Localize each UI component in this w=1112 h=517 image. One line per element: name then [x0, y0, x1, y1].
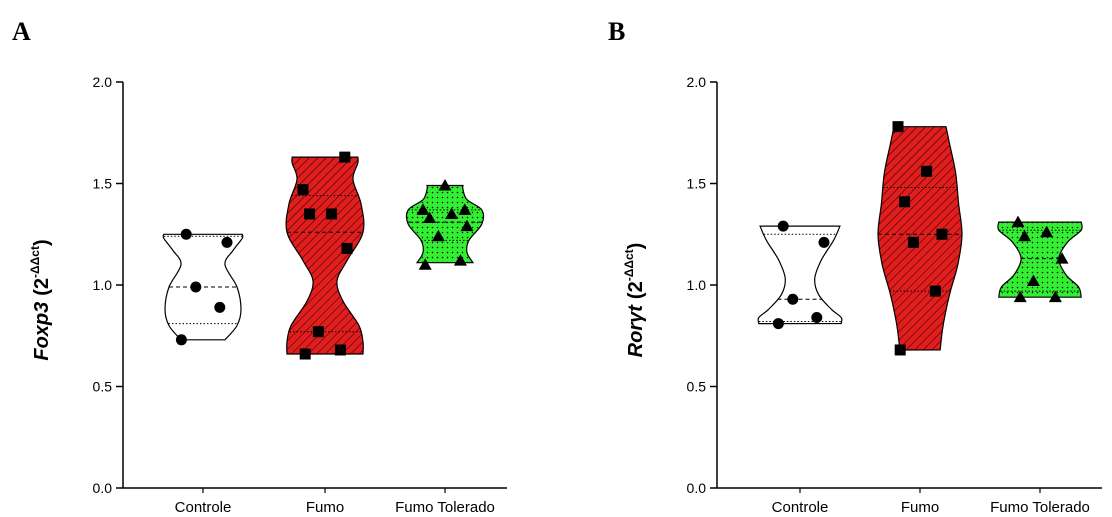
y-tick-label: 2.0: [687, 74, 707, 90]
data-point-triangle: [431, 229, 445, 242]
data-point-triangle: [1026, 274, 1040, 286]
y-tick-label: 1.5: [93, 176, 113, 192]
violin-dot-fill: [997, 222, 1083, 298]
data-point-triangle: [453, 254, 467, 266]
data-point-square: [936, 228, 948, 240]
y-tick-label: 0.5: [93, 379, 113, 395]
data-point-triangle: [423, 211, 437, 224]
data-point-square: [339, 151, 351, 163]
violin-hatch-fill: [877, 126, 963, 350]
data-point-triangle: [1013, 290, 1027, 303]
y-tick-label: 0.0: [687, 480, 707, 496]
data-point-square: [921, 165, 933, 177]
violin-outline-2: [285, 156, 365, 355]
data-point-square: [899, 196, 911, 208]
data-point-square: [299, 348, 311, 360]
data-point-triangle: [445, 207, 459, 219]
y-axis-label-gene: Rorγt: [625, 304, 647, 358]
panel-label-a: A: [12, 17, 31, 46]
y-axis-label-close: ): [31, 239, 53, 246]
violin-body-1: [758, 226, 842, 324]
y-tick-label: 2.0: [93, 74, 113, 90]
data-point-circle: [818, 236, 830, 248]
data-point-square: [304, 208, 316, 220]
data-point-circle: [777, 220, 789, 232]
data-point-square: [341, 242, 353, 254]
data-point-triangle: [1048, 290, 1062, 303]
data-point-square: [892, 121, 904, 133]
violin-outline-3: [997, 221, 1083, 298]
violin-outline-1: [162, 233, 244, 341]
y-axis-label: Rorγt (2-ΔΔct): [622, 243, 647, 358]
violin-dot-fill: [406, 185, 484, 263]
data-point-triangle: [458, 203, 472, 215]
y-tick-label: 1.0: [93, 277, 113, 293]
data-point-triangle: [418, 258, 432, 270]
violin-body-1: [163, 234, 243, 340]
data-point-square: [312, 326, 324, 338]
x-category-label: Controle: [772, 499, 829, 516]
data-point-circle: [811, 311, 823, 323]
data-point-circle: [772, 318, 784, 330]
data-point-square: [894, 344, 906, 356]
violin-chart-b: 0.0 0.5 1.0 1.5 2.0 Rorγt (2-ΔΔct) Controle Fumo…: [622, 74, 1102, 516]
data-point-square: [907, 236, 919, 248]
data-point-square: [326, 208, 338, 220]
x-category-label: Controle: [175, 499, 232, 516]
data-point-triangle: [438, 179, 452, 191]
y-tick-label: 0.5: [687, 379, 707, 395]
data-point-square: [297, 184, 309, 196]
violin-outline-1: [757, 225, 843, 325]
x-category-label: Fumo Tolerado: [990, 499, 1090, 516]
y-axis-label-unit: (2: [31, 278, 53, 296]
data-point-square: [334, 344, 346, 356]
data-point-square: [929, 285, 941, 297]
data-point-circle: [190, 281, 202, 293]
y-axis-label-unit: (2: [625, 281, 647, 299]
y-axis-label-gene: Foxp3: [31, 302, 53, 361]
data-point-circle: [221, 236, 233, 248]
data-point-triangle: [416, 203, 430, 215]
data-point-triangle: [1011, 215, 1025, 228]
y-axis-label-exponent: -ΔΔct: [28, 246, 42, 278]
y-tick-label: 0.0: [93, 480, 113, 496]
data-point-circle: [787, 293, 799, 305]
data-point-triangle: [460, 219, 474, 232]
data-point-circle: [180, 228, 192, 240]
x-category-label: Fumo: [901, 499, 939, 516]
x-category-label: Fumo: [306, 499, 344, 516]
y-tick-label: 1.0: [687, 277, 707, 293]
data-point-circle: [175, 334, 187, 346]
y-tick-label: 1.5: [687, 176, 707, 192]
panel-label-b: B: [608, 17, 625, 46]
y-axis-label-exponent: -ΔΔct: [622, 249, 636, 281]
x-category-label: Fumo Tolerado: [395, 499, 495, 516]
data-point-triangle: [1040, 225, 1054, 238]
data-point-triangle: [1018, 229, 1032, 242]
data-point-triangle: [1055, 252, 1069, 264]
violin-chart-a: 0.0 0.5 1.0 1.5 2.0 Foxp3 (2-ΔΔct) Controle Fumo…: [28, 74, 507, 516]
violin-outline-3: [405, 184, 485, 264]
data-point-circle: [214, 301, 226, 313]
y-axis-label: Foxp3 (2-ΔΔct): [28, 239, 53, 360]
y-axis-label-close: ): [625, 243, 647, 250]
